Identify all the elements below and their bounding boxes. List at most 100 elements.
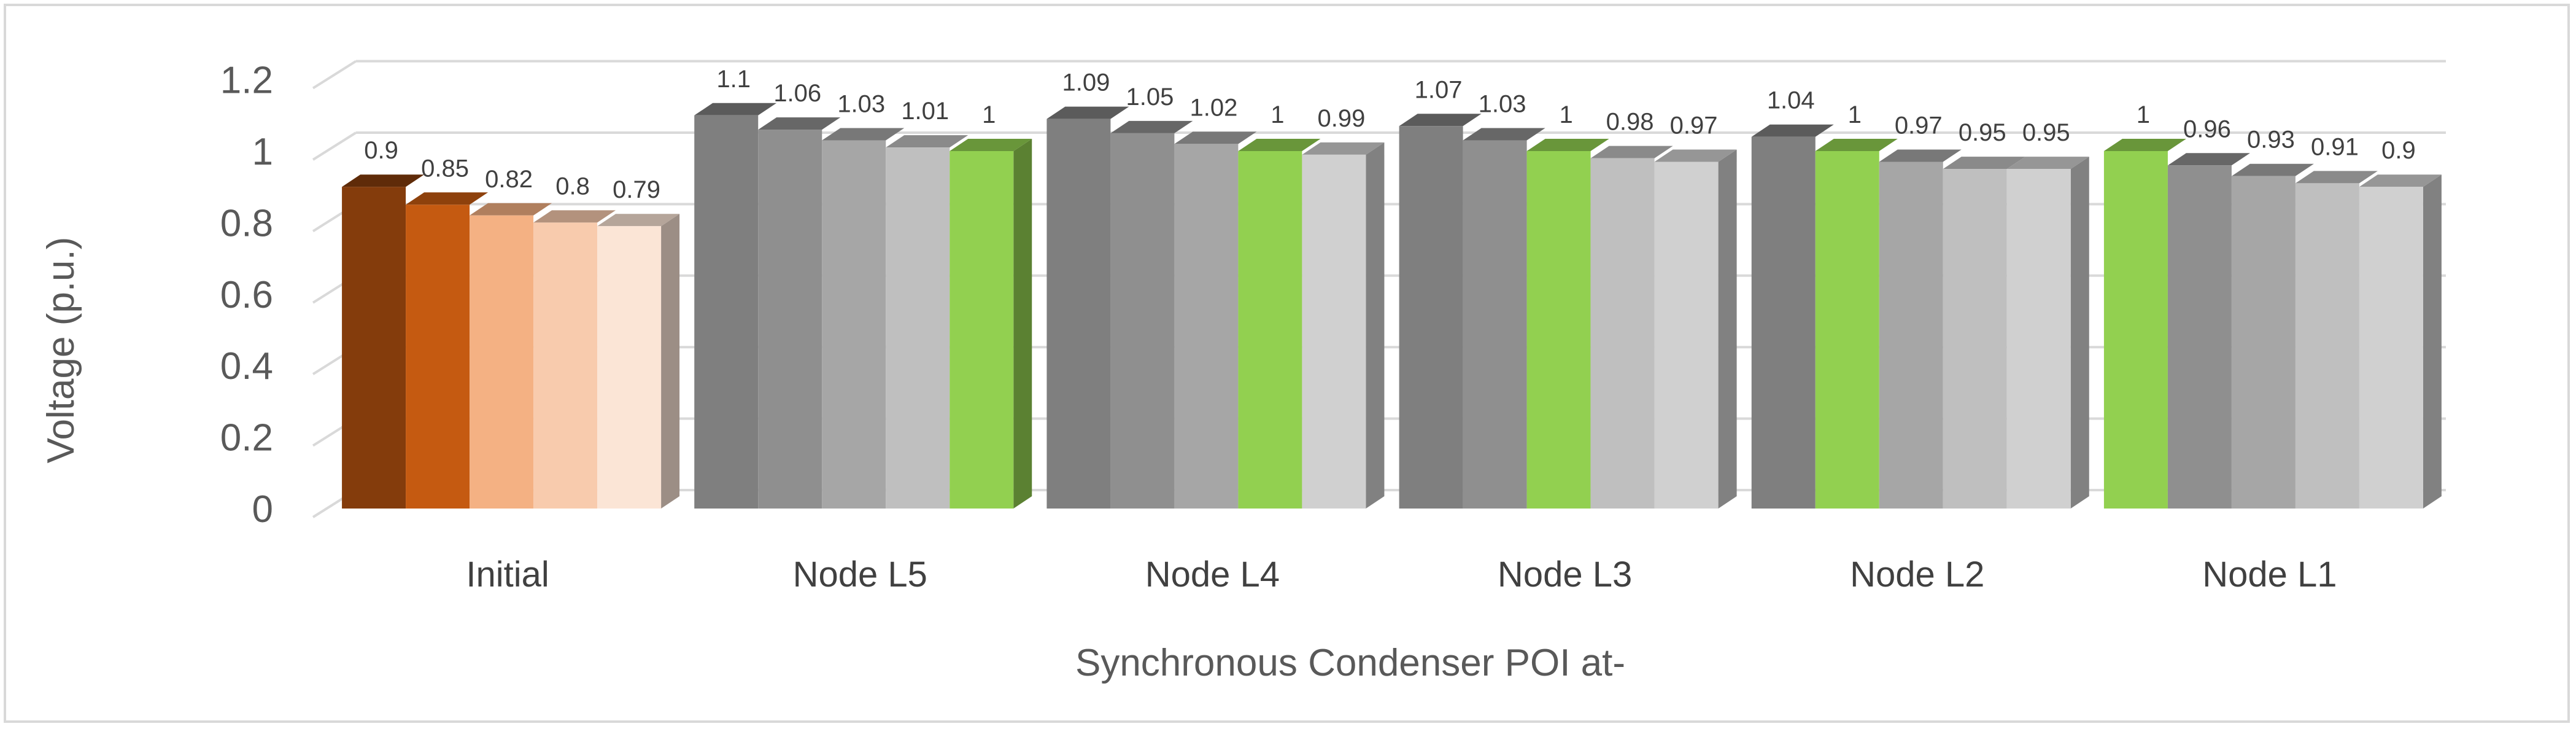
- bar: [1590, 146, 1673, 509]
- bar-side: [1366, 142, 1385, 509]
- bar: [533, 210, 616, 509]
- data-label: 0.97: [1670, 112, 1718, 139]
- bar-top: [1110, 120, 1193, 133]
- bar: [597, 214, 680, 509]
- bar-top: [758, 117, 841, 130]
- bar-front: [2231, 176, 2296, 509]
- bar: [1302, 142, 1385, 509]
- bar-top: [2167, 153, 2250, 166]
- bar-front: [1463, 140, 1527, 509]
- category-label: Node L4: [1145, 555, 1280, 595]
- bar: [1046, 106, 1129, 509]
- bar-top: [2006, 157, 2089, 170]
- bar: [2231, 163, 2314, 509]
- bar-front: [1110, 133, 1175, 509]
- bar: [1463, 128, 1545, 509]
- bar: [758, 117, 841, 509]
- category-label: Node L5: [793, 555, 927, 595]
- bar-top: [1943, 157, 2025, 170]
- bar-front: [758, 130, 822, 509]
- data-label: 0.85: [421, 155, 469, 182]
- y-axis-title: Voltage (p.u.): [40, 237, 82, 464]
- bar-front: [1526, 151, 1591, 509]
- bar: [694, 103, 777, 509]
- data-label: 0.96: [2183, 115, 2231, 142]
- data-labels: 0.9 0.85 0.82 0.8 0.79 1.1 1.06 1.03 1.01 1 1.09 1.…: [364, 66, 2415, 203]
- data-label: 1.1: [716, 66, 751, 93]
- bar-front: [1590, 158, 1655, 509]
- x-axis-categories: Initial Node L5 Node L4 Node L3 Node L2 Node …: [466, 555, 2337, 595]
- bar-front: [1654, 162, 1719, 509]
- bar-front: [1174, 144, 1239, 509]
- data-label: 1: [1848, 101, 1862, 128]
- data-label: 1: [982, 101, 996, 128]
- data-label: 1.02: [1189, 94, 1237, 121]
- bar-top: [2103, 139, 2186, 151]
- bar-front: [1238, 151, 1302, 509]
- category-label: Node L3: [1498, 555, 1632, 595]
- bar: [2103, 139, 2186, 509]
- y-tick-label: 0: [252, 488, 273, 531]
- bar-front: [1751, 136, 1816, 509]
- bar-top: [1399, 114, 1482, 127]
- bar-front: [406, 205, 470, 509]
- data-label: 1.03: [1479, 91, 1526, 118]
- bar-front: [2103, 151, 2168, 509]
- bar: [1654, 149, 1737, 509]
- data-label: 1: [1271, 101, 1284, 128]
- data-label: 0.95: [2022, 119, 2070, 146]
- bar-front: [342, 187, 406, 509]
- data-label: 0.9: [2381, 137, 2416, 164]
- data-label: 1.01: [901, 98, 949, 125]
- bar: [822, 128, 905, 509]
- bar-front: [2295, 183, 2359, 509]
- data-label: 0.93: [2247, 127, 2295, 154]
- data-label: 1.04: [1767, 87, 1815, 114]
- bar-top: [470, 203, 552, 216]
- bar-front: [1879, 162, 1943, 509]
- data-label: 1.03: [837, 91, 885, 118]
- y-tick-label: 0.6: [220, 274, 273, 316]
- bar: [886, 135, 969, 509]
- bar-top: [1879, 149, 1962, 162]
- bar-side: [2070, 157, 2089, 509]
- bar-front: [694, 115, 759, 509]
- data-label: 0.9: [364, 137, 398, 164]
- data-label: 0.79: [613, 176, 660, 203]
- data-label: 1.09: [1062, 69, 1110, 96]
- y-tick-label: 1: [252, 131, 273, 173]
- y-axis-ticks: 0 0.2 0.4 0.6 0.8 1 1.2: [220, 60, 273, 531]
- bar-top: [1654, 149, 1737, 162]
- data-label: 1.06: [773, 80, 821, 107]
- data-label: 1.05: [1126, 84, 1174, 111]
- bar-top: [1046, 106, 1129, 119]
- bar-top: [1751, 124, 1834, 137]
- x-axis-title: Synchronous Condenser POI at-: [1075, 642, 1625, 684]
- category-label: Node L2: [1850, 555, 1984, 595]
- bar-top: [1526, 139, 1609, 151]
- bar: [342, 174, 425, 509]
- category-label: Node L1: [2202, 555, 2337, 595]
- bar: [950, 139, 1032, 509]
- y-tick-label: 0.4: [220, 345, 273, 388]
- data-label: 1: [1559, 101, 1572, 128]
- bar-side: [1718, 149, 1737, 509]
- bar-front: [533, 222, 598, 509]
- bar: [2359, 174, 2442, 509]
- bar: [2295, 171, 2378, 509]
- bar-top: [1302, 142, 1385, 155]
- bar-top: [1463, 128, 1545, 141]
- y-tick-label: 0.8: [220, 202, 273, 244]
- bar-top: [886, 135, 969, 148]
- bar-top: [406, 192, 489, 205]
- data-label: 1.07: [1415, 76, 1463, 103]
- bar: [1526, 139, 1609, 509]
- bar: [1879, 149, 1962, 509]
- bar: [2006, 157, 2089, 509]
- bars: [342, 103, 2442, 509]
- bar-top: [2295, 171, 2378, 184]
- bar-front: [822, 140, 886, 509]
- y-tick-label: 0.2: [220, 417, 273, 459]
- y-tick-label: 1.2: [220, 60, 273, 102]
